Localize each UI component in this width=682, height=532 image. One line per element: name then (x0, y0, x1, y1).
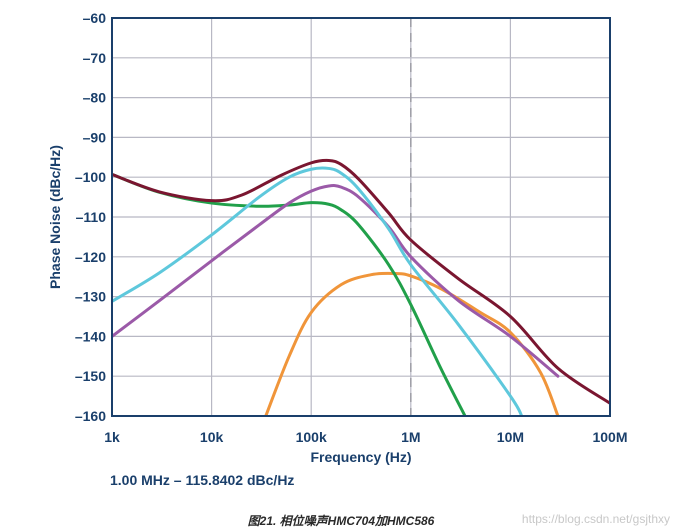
y-tick-label: –90 (83, 129, 107, 145)
series-line-green (112, 172, 467, 416)
y-tick-label: –70 (83, 50, 107, 66)
y-tick-label: –80 (83, 90, 107, 106)
y-tick-labels: –60 –70 –80 –90 –100 –110 –120 –130 –140 –150 –160 (75, 10, 106, 424)
y-tick-label: –130 (75, 289, 106, 305)
marker-readout: 1.00 MHz – 115.8402 dBc/Hz (110, 472, 295, 488)
y-tick-label: –60 (83, 10, 107, 26)
x-tick-label: 1M (401, 429, 420, 445)
x-tick-labels: 1k 10k 100k 1M 10M 100M (104, 429, 627, 445)
series-line-orange (264, 271, 560, 416)
y-tick-label: –150 (75, 368, 106, 384)
series-line-total (112, 158, 610, 405)
y-tick-label: –100 (75, 169, 106, 185)
phase-noise-chart: –60 –70 –80 –90 –100 –110 –120 –130 –140 –150 –160… (47, 10, 628, 465)
x-tick-label: 100k (296, 429, 327, 445)
x-tick-label: 1k (104, 429, 120, 445)
y-axis-label: Phase Noise (dBc/Hz) (47, 145, 63, 289)
plot-frame (111, 17, 611, 417)
x-tick-label: 10k (200, 429, 224, 445)
x-axis-label: Frequency (Hz) (310, 449, 411, 465)
y-tick-label: –110 (76, 209, 107, 225)
y-tick-label: –160 (75, 408, 106, 424)
y-tick-label: –140 (75, 328, 106, 344)
series-line-cyan (112, 166, 524, 416)
y-tick-label: –120 (75, 249, 106, 265)
series-lines (112, 158, 610, 416)
watermark: https://blog.csdn.net/gsjthxy (521, 512, 670, 526)
figure-caption: 图21. 相位噪声HMC704加HMC586 (247, 514, 435, 528)
x-tick-label: 10M (497, 429, 524, 445)
series-line-purple (112, 184, 560, 378)
x-tick-label: 100M (592, 429, 627, 445)
